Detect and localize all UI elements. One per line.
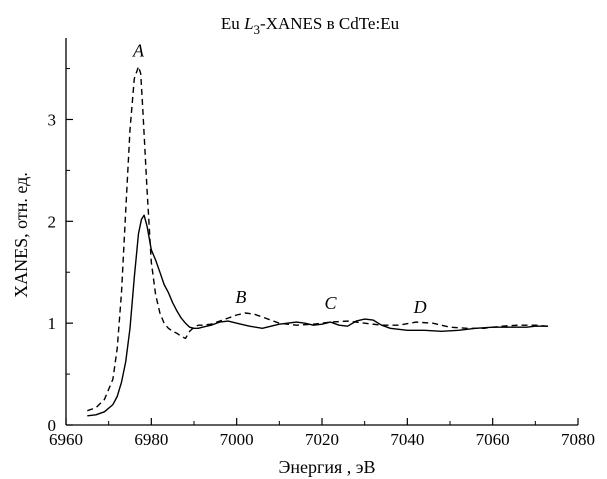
x-tick-label: 7080 (561, 430, 595, 449)
x-tick-label: 7040 (390, 430, 424, 449)
y-tick-label: 3 (48, 110, 57, 129)
x-tick-label: 6960 (49, 430, 83, 449)
series-line-dashed (87, 65, 549, 412)
annotation-a: A (132, 40, 145, 60)
title-edge-subscript: 3 (254, 22, 261, 37)
y-tick-label: 2 (48, 212, 57, 231)
title-edge: L (243, 14, 253, 33)
x-tick-label: 7000 (220, 430, 254, 449)
title-suffix: -XANES в CdTe:Eu (260, 14, 400, 33)
x-tick-label: 6980 (134, 430, 168, 449)
annotation-d: D (413, 297, 427, 317)
x-tick-label: 7060 (476, 430, 510, 449)
y-axis-label: XANES, отн. ед. (11, 172, 31, 298)
annotation-c: C (325, 293, 338, 313)
annotations: A B C D (132, 40, 427, 317)
y-tick-label: 1 (48, 314, 57, 333)
chart-title: Eu L3-XANES в CdTe:Eu (221, 14, 400, 37)
x-axis-label: Энергия , эВ (278, 457, 375, 477)
series-layer (87, 65, 549, 417)
axes: 6960 6980 7000 7020 7040 7060 7080 0 1 2 3 (48, 38, 595, 449)
x-tick-label: 7020 (305, 430, 339, 449)
annotation-b: B (235, 287, 246, 307)
title-prefix: Eu (221, 14, 244, 33)
y-tick-label: 0 (48, 416, 57, 435)
series-line-solid (87, 214, 549, 417)
